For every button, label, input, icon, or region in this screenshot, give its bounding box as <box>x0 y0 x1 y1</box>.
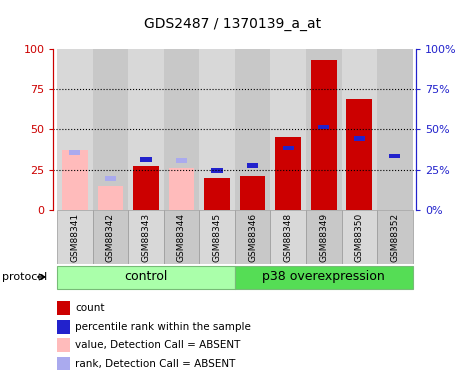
Bar <box>57 49 93 210</box>
Bar <box>204 178 230 210</box>
Text: GSM88343: GSM88343 <box>141 213 151 262</box>
Text: rank, Detection Call = ABSENT: rank, Detection Call = ABSENT <box>75 358 236 369</box>
Bar <box>93 210 128 264</box>
Bar <box>235 49 270 210</box>
Bar <box>164 210 199 264</box>
Bar <box>176 158 187 163</box>
Bar <box>199 210 235 264</box>
Bar <box>275 138 301 210</box>
Bar <box>306 49 341 210</box>
Bar <box>389 154 400 158</box>
Bar <box>93 49 128 210</box>
Bar <box>235 266 412 290</box>
Bar <box>57 320 70 334</box>
Bar <box>354 136 365 141</box>
Text: GSM88349: GSM88349 <box>319 213 328 262</box>
Bar <box>212 168 223 173</box>
Bar <box>57 266 235 290</box>
Bar <box>69 150 80 155</box>
Text: GSM88352: GSM88352 <box>390 213 399 262</box>
Bar <box>270 49 306 210</box>
Bar <box>128 210 164 264</box>
Bar <box>247 163 258 168</box>
Text: GSM88348: GSM88348 <box>284 213 292 262</box>
Text: value, Detection Call = ABSENT: value, Detection Call = ABSENT <box>75 340 240 350</box>
Bar <box>57 338 70 352</box>
Bar <box>377 210 412 264</box>
Text: GSM88344: GSM88344 <box>177 213 186 262</box>
Bar <box>199 49 235 210</box>
Bar <box>341 210 377 264</box>
Text: GSM88342: GSM88342 <box>106 213 115 262</box>
Bar <box>377 49 412 210</box>
Bar <box>341 49 377 210</box>
Bar <box>62 150 87 210</box>
Text: GSM88341: GSM88341 <box>70 213 80 262</box>
Text: count: count <box>75 303 105 313</box>
Text: GDS2487 / 1370139_a_at: GDS2487 / 1370139_a_at <box>144 17 321 31</box>
Bar <box>105 176 116 181</box>
Bar <box>346 99 372 210</box>
Bar <box>318 124 329 129</box>
Bar <box>235 210 270 264</box>
Bar <box>169 168 194 210</box>
Bar <box>57 210 93 264</box>
Text: GSM88346: GSM88346 <box>248 213 257 262</box>
Text: GSM88350: GSM88350 <box>355 213 364 262</box>
Bar <box>140 157 152 162</box>
Bar <box>98 186 123 210</box>
Text: GSM88345: GSM88345 <box>213 213 221 262</box>
Text: percentile rank within the sample: percentile rank within the sample <box>75 322 251 332</box>
Text: p38 overexpression: p38 overexpression <box>262 270 385 284</box>
Text: control: control <box>124 270 167 284</box>
Bar <box>57 301 70 315</box>
Bar <box>283 146 294 150</box>
Bar <box>311 60 337 210</box>
Bar <box>128 49 164 210</box>
Bar <box>306 210 341 264</box>
Bar <box>270 210 306 264</box>
Bar <box>133 166 159 210</box>
Bar <box>240 176 266 210</box>
Text: protocol: protocol <box>2 272 47 282</box>
Bar <box>57 357 70 370</box>
Bar <box>164 49 199 210</box>
